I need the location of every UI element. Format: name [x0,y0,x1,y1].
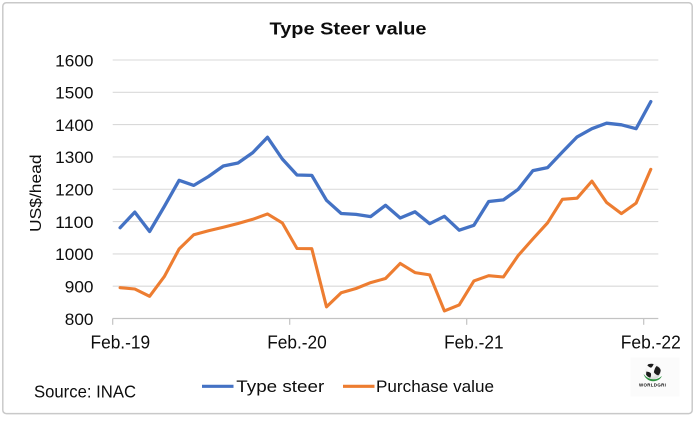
svg-text:US$/head: US$/head [28,154,45,232]
svg-text:1200: 1200 [55,181,93,200]
svg-text:800: 800 [65,310,94,329]
svg-text:Type steer: Type steer [236,378,325,396]
svg-text:Type Steer value: Type Steer value [270,19,427,39]
svg-text:Feb.-19: Feb.-19 [91,332,151,352]
svg-text:1100: 1100 [55,213,93,232]
svg-text:Feb.-22: Feb.-22 [621,332,681,352]
svg-text:Source: INAC: Source: INAC [34,382,136,402]
svg-text:900: 900 [65,278,94,297]
svg-text:1600: 1600 [55,51,93,70]
svg-text:Feb.-20: Feb.-20 [267,332,327,352]
svg-text:Purchase value: Purchase value [376,378,494,396]
svg-text:Feb.-21: Feb.-21 [444,332,504,352]
svg-text:WORLDGRI: WORLDGRI [639,383,666,388]
svg-text:1400: 1400 [55,116,93,135]
svg-text:1000: 1000 [55,245,93,264]
svg-text:1300: 1300 [55,148,93,167]
svg-text:1500: 1500 [55,84,93,103]
